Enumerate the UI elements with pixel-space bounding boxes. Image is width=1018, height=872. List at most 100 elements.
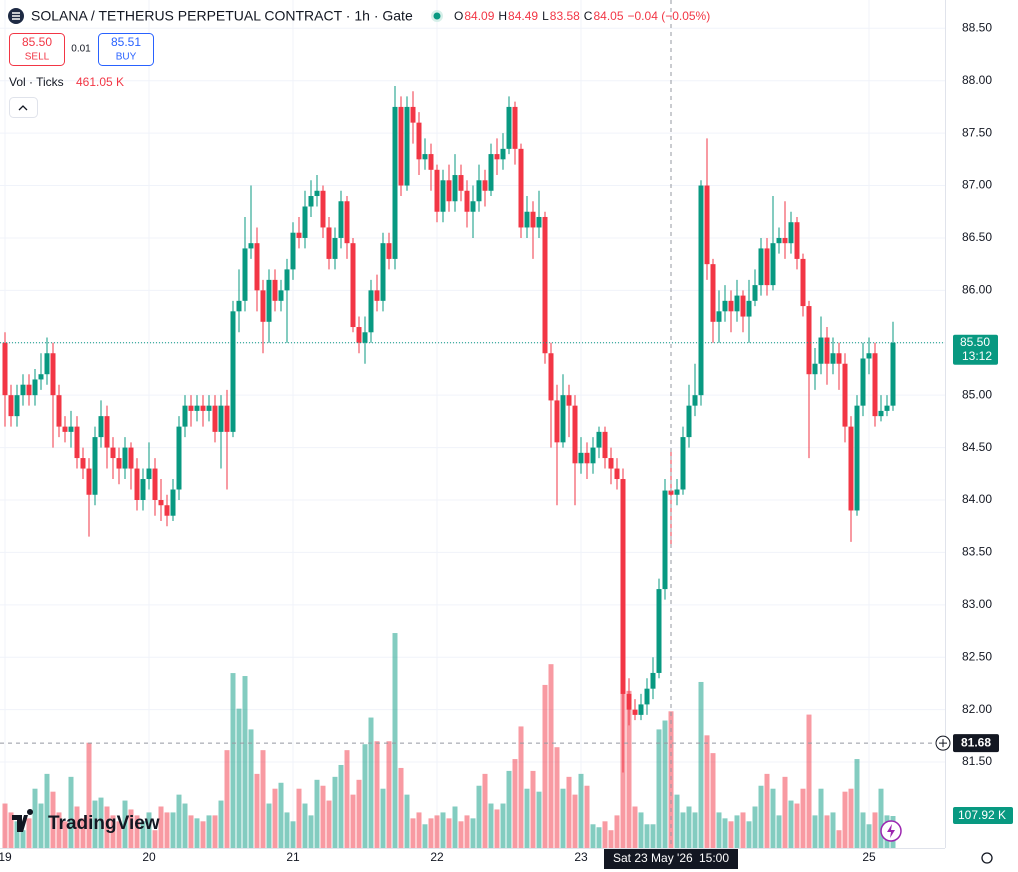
volume-bar <box>416 812 422 848</box>
ohlc-letter: C <box>584 9 593 23</box>
candle-body <box>74 426 80 459</box>
candle-body <box>788 222 794 244</box>
candle-body <box>776 237 782 244</box>
volume-bar <box>614 815 620 848</box>
volume-bar <box>596 827 602 848</box>
volume-bar <box>344 750 350 848</box>
candle-body <box>356 327 362 343</box>
volume-bar <box>686 806 692 848</box>
volume-bar <box>488 803 494 848</box>
candle-body <box>92 437 98 495</box>
crosshair-add-plus <box>939 739 947 748</box>
volume-bar <box>206 815 212 848</box>
volume-bar <box>734 815 740 848</box>
volume-bar <box>602 821 608 848</box>
x-tick-label: 21 <box>286 850 300 864</box>
candle-body <box>344 201 350 244</box>
volume-bar <box>374 741 380 848</box>
volume-bar <box>146 812 152 848</box>
volume-bar <box>2 803 8 848</box>
buy-button[interactable] <box>98 33 154 66</box>
candle-body <box>758 248 764 286</box>
candle-body <box>740 295 746 317</box>
volume-bar <box>134 815 140 848</box>
volume-bar <box>200 821 206 848</box>
candle-body <box>428 154 434 170</box>
settings-icon[interactable] <box>981 852 993 864</box>
candle-body <box>830 353 836 364</box>
candle-body <box>818 337 824 364</box>
ohlc-letter: H <box>498 9 507 23</box>
volume-bar <box>818 788 824 848</box>
candle-body <box>842 363 848 427</box>
y-tick-label: 87.00 <box>962 178 992 192</box>
candle-body <box>158 499 164 506</box>
candle-body <box>512 106 518 149</box>
y-tick-label: 84.50 <box>962 440 992 454</box>
candle-body <box>488 154 494 191</box>
ohlc-legend: O 84.09 H 84.49 L 83.58 C 84.05 −0.04 (−0.05%) <box>454 9 710 23</box>
volume-bar <box>278 782 284 848</box>
volume-bar <box>542 684 548 848</box>
volume-bar <box>98 797 104 848</box>
volume-bar <box>836 830 842 848</box>
volume-bar <box>176 794 182 848</box>
volume-legend: Vol · Ticks <box>9 75 64 89</box>
candle-body <box>464 190 470 212</box>
volume-bar <box>764 773 770 848</box>
volume-bar <box>848 788 854 848</box>
candle-body <box>194 405 200 411</box>
overlay <box>0 0 945 848</box>
ohlc-value: 84.09 <box>464 9 494 23</box>
volume-bar <box>572 794 578 848</box>
spread: 0.01 <box>71 44 91 55</box>
volume-bar <box>680 812 686 848</box>
volume-bar <box>14 821 20 848</box>
sell-button[interactable] <box>9 33 65 66</box>
volume-bar <box>236 708 242 848</box>
candle-body <box>644 688 650 705</box>
volume-bar <box>242 676 248 848</box>
volume-bar <box>302 803 308 848</box>
volume-bar <box>452 806 458 848</box>
candle-body <box>224 405 230 432</box>
candle-body <box>722 300 728 312</box>
candle-body <box>266 279 272 322</box>
volume-bar <box>524 788 530 848</box>
y-tick-label: 86.00 <box>962 283 992 297</box>
volume-bar <box>698 681 704 848</box>
volume-bar <box>812 815 818 848</box>
candle-body <box>20 384 26 396</box>
volume-bar <box>356 779 362 848</box>
candle-body <box>116 458 122 469</box>
candle-body <box>734 295 740 312</box>
candle-body <box>626 693 632 710</box>
volume-bar <box>422 824 428 848</box>
logo-mark <box>12 809 34 832</box>
candle-body <box>182 405 188 427</box>
candle-body <box>518 148 524 228</box>
volume-bar <box>68 776 74 848</box>
candle-body <box>374 290 380 301</box>
candle-body <box>38 374 44 380</box>
sell-label: SELL <box>25 52 50 63</box>
logo-text: TradingView <box>48 813 160 834</box>
volume-pane <box>2 633 896 848</box>
candle-body <box>392 106 398 259</box>
volume-bar <box>182 803 188 848</box>
lightning-icon <box>887 824 895 838</box>
candle-body <box>146 468 152 480</box>
candle-body <box>584 452 590 464</box>
candle-body <box>230 311 236 432</box>
volume-value-label: 107.92 K <box>958 808 1006 822</box>
volume-bar <box>656 729 662 848</box>
volume-bar <box>494 809 500 848</box>
volume-bar <box>776 815 782 848</box>
volume-bar <box>224 750 230 848</box>
candle-body <box>386 243 392 259</box>
collapse-button[interactable] <box>9 97 38 118</box>
candle-body <box>134 468 140 500</box>
volume-bar <box>560 788 566 848</box>
candle-body <box>848 426 854 511</box>
volume-bar <box>38 803 44 848</box>
